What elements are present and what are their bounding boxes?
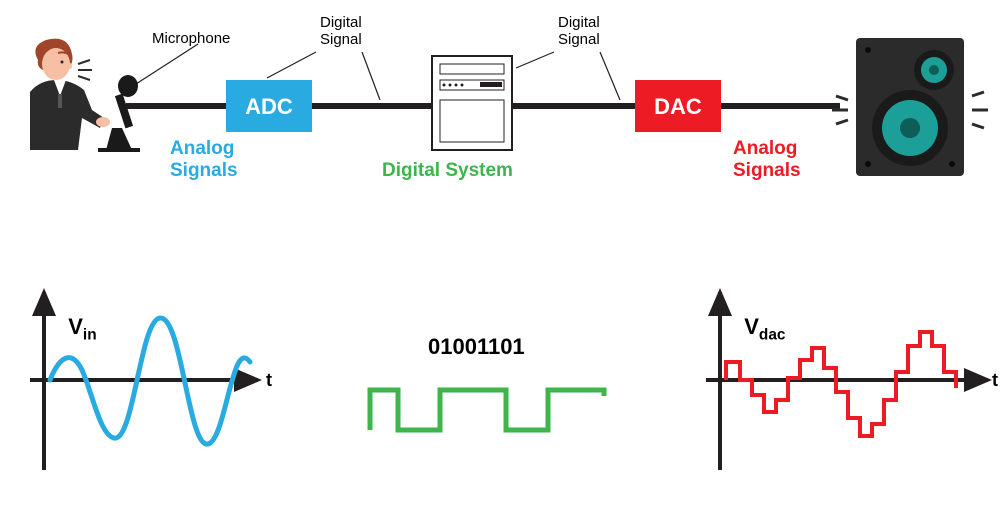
analog-signals-red: Analog Signals — [733, 138, 801, 182]
computer-icon — [432, 56, 512, 150]
digital-signal-2-label: Digital Signal — [558, 14, 600, 48]
binary-label: 01001101 — [428, 334, 525, 360]
microphone-label: Microphone — [152, 30, 230, 47]
speaker-icon — [832, 38, 988, 176]
digital-signal-1-label: Digital Signal — [320, 14, 362, 48]
adc-block: ADC — [226, 80, 312, 132]
digital-plot — [370, 390, 604, 430]
person-icon — [30, 39, 110, 150]
microphone-icon — [98, 75, 140, 152]
vin-axis-label: Vin — [56, 288, 97, 344]
leader-lines — [136, 44, 620, 100]
leader-d2a — [600, 52, 620, 100]
vin-t-label: t — [266, 370, 272, 391]
digital-system-label: Digital System — [382, 160, 513, 182]
dac-block: DAC — [635, 80, 721, 132]
digital-wave — [370, 390, 604, 430]
vdac-t-label: t — [992, 370, 998, 391]
dac-label: DAC — [654, 94, 702, 119]
vdac-wave — [726, 332, 956, 436]
leader-d1b — [267, 52, 316, 78]
leader-mic — [136, 44, 198, 84]
leader-d1a — [362, 52, 380, 100]
adc-label: ADC — [245, 94, 293, 119]
leader-d2b — [516, 52, 554, 68]
analog-signals-blue: Analog Signals — [170, 138, 238, 182]
vdac-axis-label: Vdac — [732, 288, 785, 344]
diagram-canvas: ADC DAC — [0, 0, 1000, 506]
